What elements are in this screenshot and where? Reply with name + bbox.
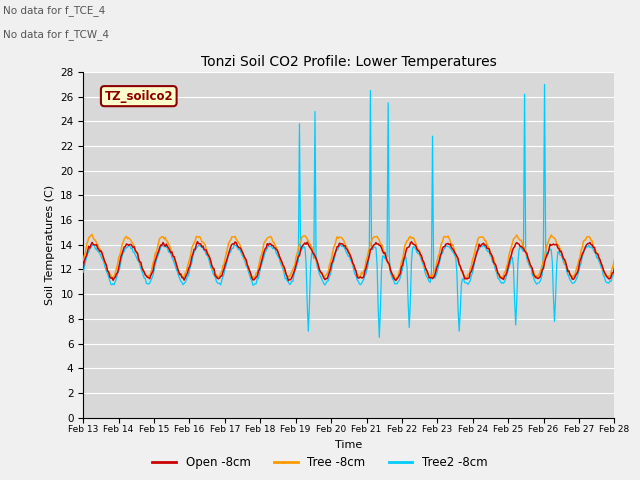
X-axis label: Time: Time xyxy=(335,440,362,450)
Legend: Open -8cm, Tree -8cm, Tree2 -8cm: Open -8cm, Tree -8cm, Tree2 -8cm xyxy=(148,452,492,474)
Text: No data for f_TCE_4: No data for f_TCE_4 xyxy=(3,5,106,16)
Text: No data for f_TCW_4: No data for f_TCW_4 xyxy=(3,29,109,40)
Title: Tonzi Soil CO2 Profile: Lower Temperatures: Tonzi Soil CO2 Profile: Lower Temperatur… xyxy=(201,56,497,70)
Text: TZ_soilco2: TZ_soilco2 xyxy=(104,90,173,103)
Y-axis label: Soil Temperatures (C): Soil Temperatures (C) xyxy=(45,185,54,305)
